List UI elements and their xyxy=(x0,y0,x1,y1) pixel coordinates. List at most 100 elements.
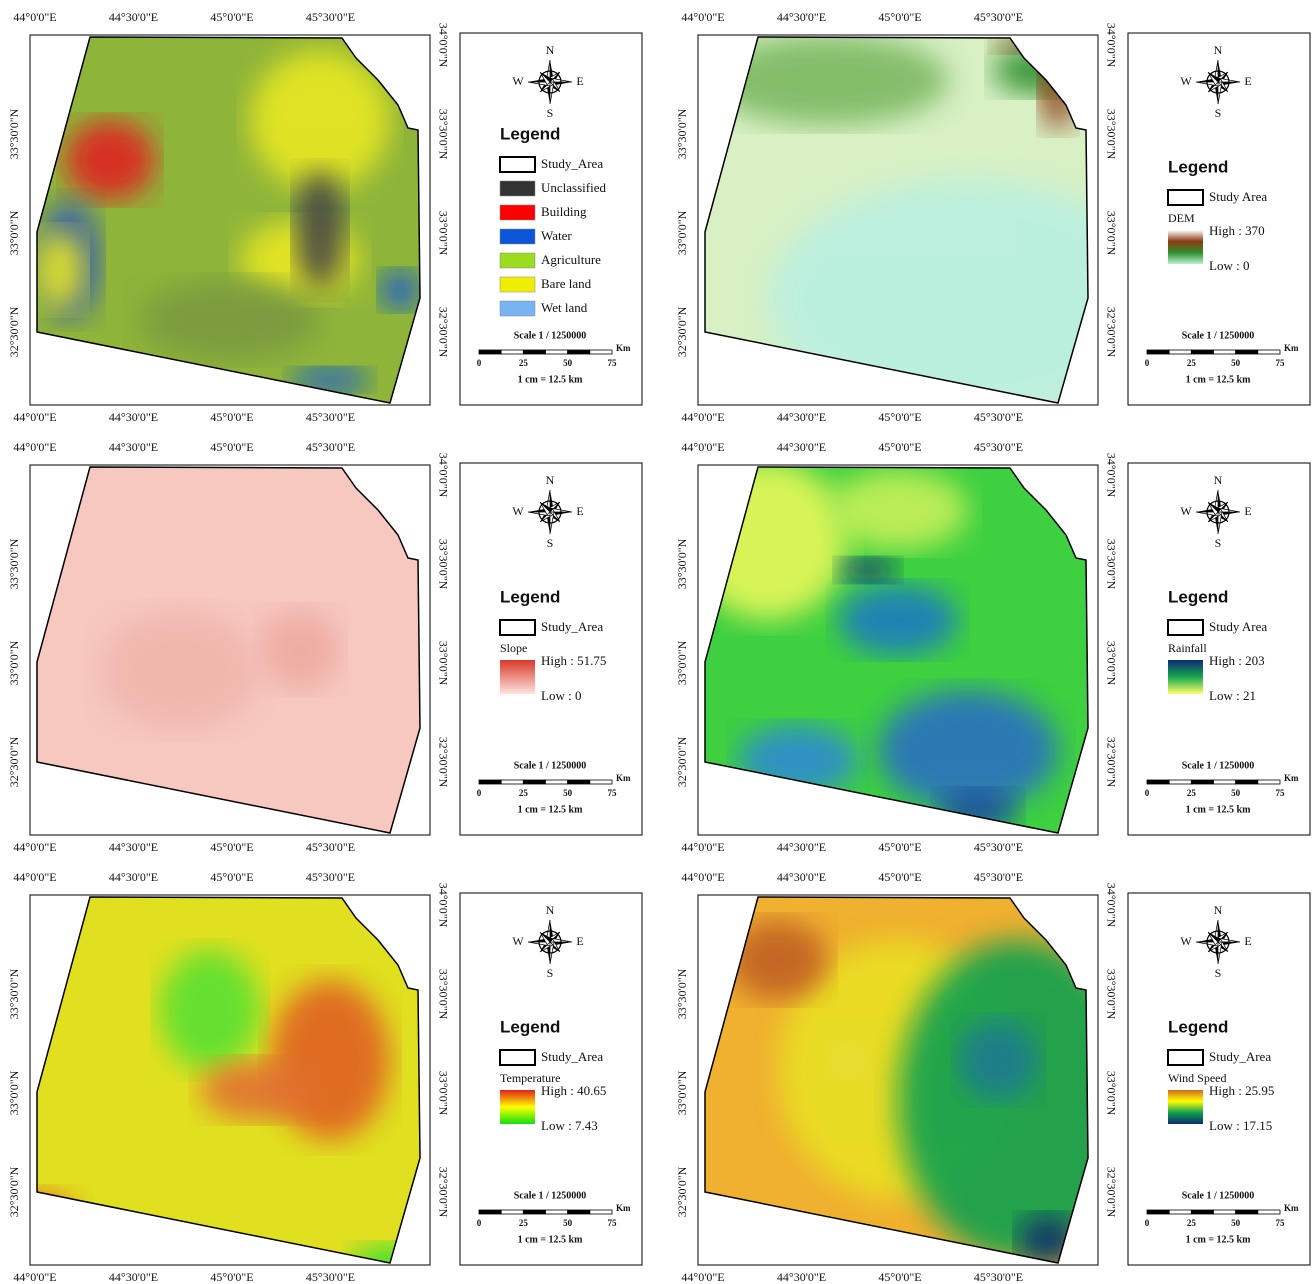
scale-tick: 0 xyxy=(477,788,482,798)
legend-swatch xyxy=(500,205,535,220)
legend-swatch xyxy=(500,181,535,196)
longitude-label: 45°0'0"E xyxy=(210,840,253,854)
scale-note: 1 cm = 12.5 km xyxy=(518,804,584,815)
scale-tick: 50 xyxy=(1231,788,1241,798)
scale-tick: 0 xyxy=(1145,788,1150,798)
latitude-label: 33°0'0"N xyxy=(7,1070,21,1115)
longitude-label: 45°30'0"E xyxy=(974,440,1023,454)
legend-title: Legend xyxy=(1168,1017,1228,1036)
scale-segment xyxy=(590,1210,612,1214)
scale-segment xyxy=(1258,350,1280,354)
latitude-label: 33°0'0"N xyxy=(675,1070,689,1115)
latitude-label: 33°0'0"N xyxy=(1104,1071,1118,1116)
legend-label: Study_Area xyxy=(541,619,603,634)
color-ramp xyxy=(1168,660,1203,694)
longitude-label: 44°0'0"E xyxy=(681,840,724,854)
latitude-label: 33°30'0"N xyxy=(675,538,689,589)
scale-note: 1 cm = 12.5 km xyxy=(1186,804,1252,815)
scale-tick: 0 xyxy=(1145,1218,1150,1228)
latitude-label: 33°0'0"N xyxy=(436,1071,450,1116)
scale-tick: 25 xyxy=(519,1218,529,1228)
scale-segment xyxy=(1147,350,1169,354)
longitude-label: 45°0'0"E xyxy=(210,10,253,24)
color-ramp xyxy=(500,1090,535,1124)
scale-segment xyxy=(546,350,568,354)
latitude-label: 33°30'0"N xyxy=(675,968,689,1019)
longitude-label: 45°30'0"E xyxy=(974,1270,1023,1284)
scale-tick: 75 xyxy=(608,1218,618,1228)
scale-tick: 75 xyxy=(608,358,618,368)
latitude-label: 33°0'0"N xyxy=(1104,641,1118,686)
compass-n: N xyxy=(546,473,555,487)
latitude-label: 32°30'0"N xyxy=(436,737,450,788)
ramp-low: Low : 7.43 xyxy=(541,1118,598,1133)
legend-label: Agriculture xyxy=(541,252,601,267)
scale-segment xyxy=(1214,780,1236,784)
legend-label: Study_Area xyxy=(541,1049,603,1064)
latitude-label: 34°0'0"N xyxy=(436,453,450,498)
scale-note: 1 cm = 12.5 km xyxy=(1186,374,1252,385)
latitude-label: 32°30'0"N xyxy=(7,1166,21,1217)
scale-tick: 50 xyxy=(1231,1218,1241,1228)
scale-segment xyxy=(546,1210,568,1214)
scale-tick: 50 xyxy=(563,788,573,798)
compass-e: E xyxy=(1244,934,1251,948)
longitude-label: 45°30'0"E xyxy=(974,410,1023,424)
scale-note: 1 cm = 12.5 km xyxy=(518,1234,584,1245)
scale-segment xyxy=(1236,780,1258,784)
raster-region xyxy=(100,610,260,730)
longitude-label: 44°0'0"E xyxy=(681,410,724,424)
scale-segment xyxy=(1191,350,1213,354)
scale-title: Scale 1 / 1250000 xyxy=(514,1190,587,1201)
legend-swatch xyxy=(500,301,535,316)
latitude-label: 33°0'0"N xyxy=(675,640,689,685)
latitude-label: 33°30'0"N xyxy=(675,108,689,159)
compass-n: N xyxy=(1214,473,1223,487)
latitude-label: 32°30'0"N xyxy=(1104,737,1118,788)
scale-segment xyxy=(590,780,612,784)
map-panel: 44°0'0"E44°0'0"E44°30'0"E44°30'0"E45°0'0… xyxy=(675,440,1310,854)
longitude-label: 45°0'0"E xyxy=(878,870,921,884)
scale-unit: Km xyxy=(616,773,631,783)
latitude-label: 33°0'0"N xyxy=(7,210,21,255)
longitude-label: 44°0'0"E xyxy=(13,1270,56,1284)
longitude-label: 44°30'0"E xyxy=(777,10,826,24)
compass-s: S xyxy=(1215,966,1222,980)
latitude-label: 32°30'0"N xyxy=(1104,307,1118,358)
longitude-label: 44°30'0"E xyxy=(109,440,158,454)
color-ramp xyxy=(1168,230,1203,264)
latitude-label: 32°30'0"N xyxy=(675,1166,689,1217)
longitude-label: 45°30'0"E xyxy=(974,10,1023,24)
scale-tick: 50 xyxy=(1231,358,1241,368)
longitude-label: 45°30'0"E xyxy=(306,1270,355,1284)
latitude-label: 34°0'0"N xyxy=(436,23,450,68)
compass-s: S xyxy=(547,966,554,980)
longitude-label: 45°0'0"E xyxy=(210,440,253,454)
longitude-label: 44°0'0"E xyxy=(681,440,724,454)
scale-segment xyxy=(1169,780,1191,784)
longitude-label: 45°30'0"E xyxy=(306,410,355,424)
longitude-label: 44°0'0"E xyxy=(13,870,56,884)
scale-segment xyxy=(1147,1210,1169,1214)
raster-region xyxy=(65,120,155,200)
compass-e: E xyxy=(576,934,583,948)
scale-tick: 25 xyxy=(1187,1218,1197,1228)
longitude-label: 44°30'0"E xyxy=(109,840,158,854)
longitude-label: 45°0'0"E xyxy=(878,410,921,424)
map-panel: 44°0'0"E44°0'0"E44°30'0"E44°30'0"E45°0'0… xyxy=(7,10,642,424)
raster-region xyxy=(828,470,968,550)
raster-region xyxy=(260,610,340,690)
scale-segment xyxy=(568,1210,590,1214)
longitude-label: 45°0'0"E xyxy=(878,10,921,24)
scale-tick: 0 xyxy=(477,1218,482,1228)
ramp-high: High : 370 xyxy=(1209,223,1265,238)
legend-title: Legend xyxy=(500,124,560,143)
scale-segment xyxy=(501,780,523,784)
scale-segment xyxy=(1169,1210,1191,1214)
longitude-label: 44°30'0"E xyxy=(109,410,158,424)
legend-swatch xyxy=(1168,620,1203,635)
legend-swatch xyxy=(500,620,535,635)
compass-s: S xyxy=(1215,536,1222,550)
scale-unit: Km xyxy=(1284,773,1299,783)
raster-region xyxy=(898,940,1138,1260)
